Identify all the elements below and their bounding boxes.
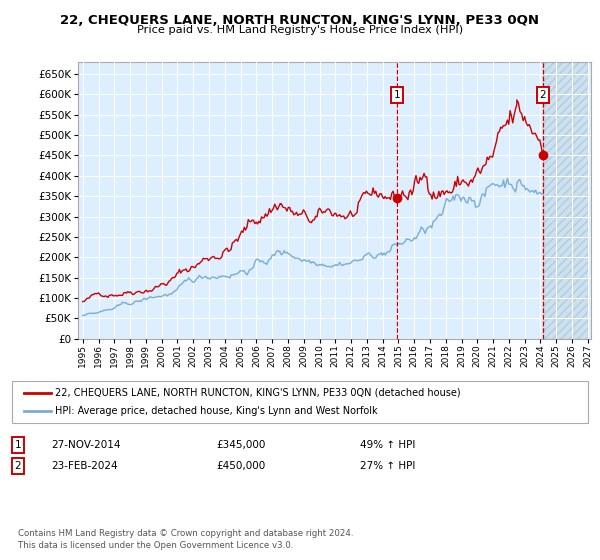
Text: 23-FEB-2024: 23-FEB-2024 bbox=[51, 461, 118, 471]
Text: £345,000: £345,000 bbox=[216, 440, 265, 450]
Text: Contains HM Land Registry data © Crown copyright and database right 2024.
This d: Contains HM Land Registry data © Crown c… bbox=[18, 529, 353, 550]
Text: 49% ↑ HPI: 49% ↑ HPI bbox=[360, 440, 415, 450]
Text: 27-NOV-2014: 27-NOV-2014 bbox=[51, 440, 121, 450]
Text: 22, CHEQUERS LANE, NORTH RUNCTON, KING'S LYNN, PE33 0QN: 22, CHEQUERS LANE, NORTH RUNCTON, KING'S… bbox=[61, 14, 539, 27]
Bar bbox=[543, 62, 588, 339]
Text: 27% ↑ HPI: 27% ↑ HPI bbox=[360, 461, 415, 471]
Text: HPI: Average price, detached house, King's Lynn and West Norfolk: HPI: Average price, detached house, King… bbox=[55, 406, 378, 416]
Text: 1: 1 bbox=[394, 90, 400, 100]
Text: 2: 2 bbox=[539, 90, 546, 100]
Text: Price paid vs. HM Land Registry's House Price Index (HPI): Price paid vs. HM Land Registry's House … bbox=[137, 25, 463, 35]
Text: 1: 1 bbox=[14, 440, 22, 450]
Bar bbox=[543, 62, 588, 339]
Text: 22, CHEQUERS LANE, NORTH RUNCTON, KING'S LYNN, PE33 0QN (detached house): 22, CHEQUERS LANE, NORTH RUNCTON, KING'S… bbox=[55, 388, 461, 398]
Text: 2: 2 bbox=[14, 461, 22, 471]
Text: £450,000: £450,000 bbox=[216, 461, 265, 471]
